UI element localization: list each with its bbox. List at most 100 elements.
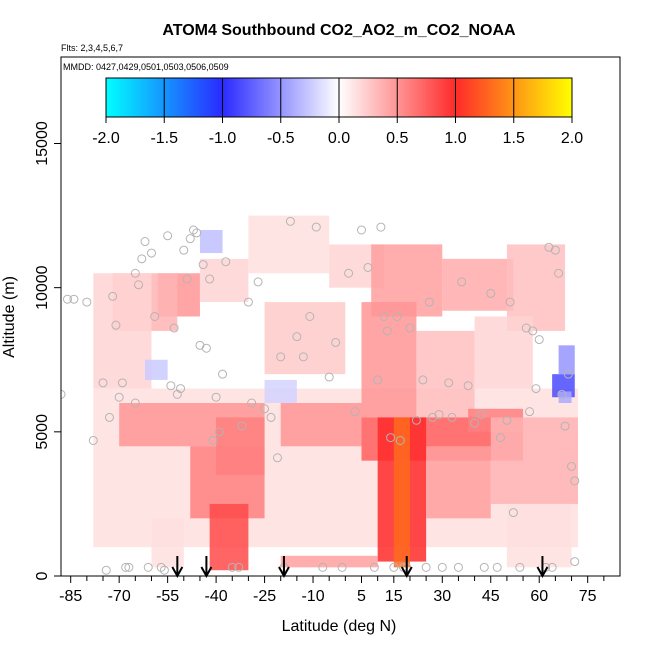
sample-point bbox=[130, 398, 140, 408]
sample-point bbox=[140, 237, 150, 247]
sample-point bbox=[69, 294, 79, 304]
sample-point bbox=[146, 248, 156, 258]
sample-point bbox=[547, 562, 557, 572]
sample-point bbox=[363, 262, 373, 272]
flight-arrow-head bbox=[278, 566, 290, 579]
sample-point bbox=[114, 392, 124, 402]
heatmap-cell bbox=[393, 417, 410, 568]
sample-point bbox=[205, 274, 215, 284]
sample-point bbox=[434, 410, 444, 420]
sample-point bbox=[554, 268, 564, 278]
sample-point bbox=[457, 277, 467, 287]
x-tick-label: 15 bbox=[385, 588, 403, 605]
sample-point bbox=[444, 378, 454, 388]
x-tick-label: 5 bbox=[357, 588, 366, 605]
sample-point bbox=[453, 562, 463, 572]
sample-point bbox=[389, 562, 399, 572]
sample-point bbox=[198, 260, 208, 270]
sample-point bbox=[117, 378, 127, 388]
sample-point bbox=[208, 435, 218, 445]
x-tick-label: 75 bbox=[579, 588, 597, 605]
sample-point bbox=[495, 433, 505, 443]
sample-point bbox=[163, 231, 173, 241]
heatmap-cell bbox=[209, 503, 249, 571]
flights-subtitle: Flts: 2,3,4,5,6,7 bbox=[61, 43, 123, 53]
heatmap-cell bbox=[442, 258, 514, 311]
colorbar-ticks: -2.0 -1.5 -1.0 -0.5 0.0 0.5 1.0 1.5 2.0 bbox=[92, 78, 583, 147]
sample-point bbox=[292, 332, 302, 342]
y-axis: 0 5000 10000 15000 bbox=[34, 121, 61, 580]
sample-point bbox=[486, 288, 496, 298]
heatmap-cell bbox=[490, 417, 578, 504]
chart-title: ATOM4 Southbound CO2_AO2_m_CO2_NOAA bbox=[162, 22, 516, 39]
sample-point bbox=[395, 435, 405, 445]
sample-points bbox=[61, 216, 580, 575]
colorbar-tick-label: -0.5 bbox=[267, 130, 295, 147]
sample-point bbox=[418, 375, 428, 385]
sample-point bbox=[470, 418, 480, 428]
flight-arrow-head bbox=[536, 566, 549, 579]
sample-point bbox=[62, 294, 72, 304]
sample-point bbox=[479, 562, 489, 572]
sample-point bbox=[88, 435, 98, 445]
heatmap-cell bbox=[426, 446, 491, 519]
sample-point bbox=[405, 323, 415, 333]
sample-point bbox=[563, 369, 573, 379]
x-tick-label: -55 bbox=[156, 588, 179, 605]
sample-point bbox=[137, 254, 147, 264]
sample-point bbox=[379, 312, 389, 321]
sample-point bbox=[476, 410, 486, 420]
colorbar-tick-label: 2.0 bbox=[561, 130, 583, 147]
sample-point bbox=[61, 389, 66, 399]
sample-point bbox=[344, 268, 354, 278]
sample-point bbox=[492, 562, 502, 572]
dates-subtitle: MMDD: 0427,0429,0501,0503,0506,0509 bbox=[63, 62, 229, 72]
sample-point bbox=[534, 335, 544, 345]
sample-point bbox=[392, 312, 402, 321]
sample-point bbox=[531, 384, 541, 394]
sample-point bbox=[260, 404, 270, 414]
sample-point bbox=[143, 562, 153, 572]
sample-point bbox=[350, 407, 360, 417]
sample-point bbox=[528, 326, 538, 336]
sample-point bbox=[124, 562, 134, 572]
sample-point bbox=[176, 384, 186, 394]
sample-point bbox=[121, 562, 131, 572]
sample-point bbox=[424, 297, 434, 307]
sample-point bbox=[285, 216, 295, 226]
sample-point bbox=[201, 343, 211, 353]
sample-point bbox=[337, 562, 347, 572]
heatmap-cell bbox=[280, 403, 362, 447]
x-tick-label: -10 bbox=[301, 588, 324, 605]
heatmap-cell bbox=[361, 302, 417, 418]
sample-point bbox=[525, 407, 535, 417]
sample-point bbox=[276, 352, 286, 362]
sample-point bbox=[156, 562, 166, 572]
sample-point bbox=[515, 562, 525, 572]
heatmap-cell bbox=[151, 518, 184, 568]
flight-arrows bbox=[171, 556, 549, 579]
plot-frame bbox=[60, 56, 621, 577]
sample-point bbox=[243, 297, 253, 307]
sample-point bbox=[386, 433, 396, 443]
sample-point bbox=[505, 297, 515, 307]
colorbar-tick-label: -2.0 bbox=[92, 130, 120, 147]
heatmap-cell bbox=[506, 503, 572, 568]
sample-point bbox=[227, 562, 237, 572]
x-tick-label: 60 bbox=[530, 588, 548, 605]
heatmap-cells bbox=[93, 215, 578, 571]
sample-point bbox=[570, 476, 580, 486]
sample-point bbox=[567, 461, 577, 471]
heatmap-cell bbox=[264, 302, 346, 375]
sample-point bbox=[253, 277, 263, 287]
colorbar-tick-label: -1.0 bbox=[209, 130, 237, 147]
flight-arrow-head bbox=[200, 566, 213, 579]
sample-point bbox=[298, 352, 308, 362]
sample-point bbox=[211, 392, 221, 402]
sample-point bbox=[357, 225, 367, 235]
x-axis-label: Latitude (deg N) bbox=[282, 618, 397, 635]
sample-point bbox=[166, 381, 176, 391]
sample-point bbox=[214, 427, 224, 437]
sample-point bbox=[104, 412, 114, 422]
sample-point bbox=[188, 225, 198, 235]
